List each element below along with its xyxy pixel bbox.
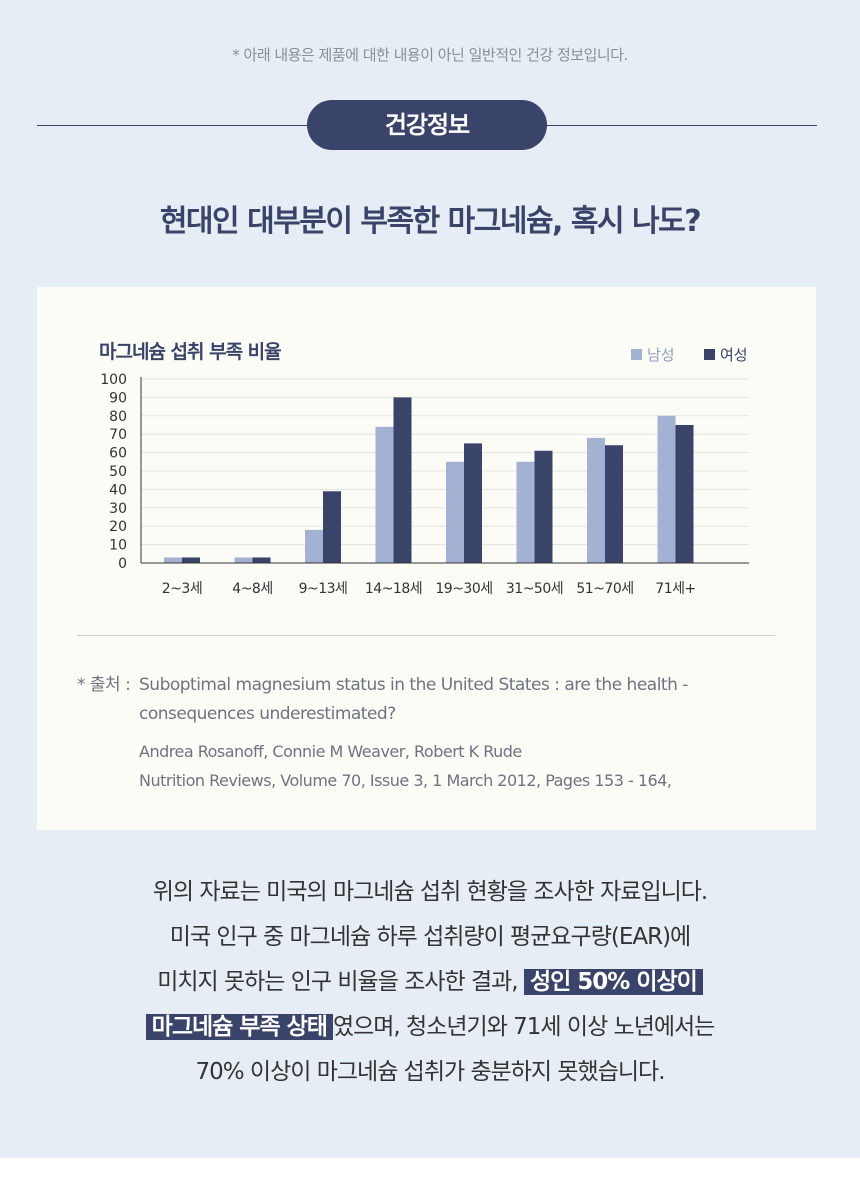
y-tick-label: 20	[109, 519, 127, 535]
y-tick-label: 100	[100, 372, 127, 388]
bar-female	[675, 425, 694, 563]
x-tick-label: 14~18세	[365, 581, 422, 597]
legend-label-male: 남성	[647, 346, 675, 364]
bar-male	[516, 461, 535, 563]
chart-card: 마그네슘 섭취 부족 비율 남성 여성 0 10 20 30 40 50 60 70 80 90 10…	[37, 287, 816, 830]
bar-male	[164, 557, 182, 563]
y-tick-label: 30	[109, 501, 127, 517]
y-tick-label: 0	[118, 556, 127, 572]
description-line-3-text: 미치지 못하는 인구 비율을 조사한 결과,	[157, 969, 518, 995]
section-badge: 건강정보	[307, 100, 547, 150]
x-tick-label: 19~30세	[435, 581, 492, 597]
bar-male	[446, 461, 464, 563]
description-line-4: 마그네슘 부족 상태 였으며, 청소년기와 71세 이상 노년에서는	[0, 1005, 860, 1050]
chart-gridlines	[141, 378, 749, 546]
x-tick-label: 31~50세	[506, 581, 563, 597]
y-tick-label: 90	[109, 390, 127, 406]
bar-female	[323, 491, 341, 563]
section-badge-row: 건강정보	[37, 100, 817, 150]
bar-female	[605, 445, 623, 563]
legend-label-female: 여성	[720, 346, 748, 364]
description-line-3: 미치지 못하는 인구 비율을 조사한 결과, 성인 50% 이상이	[0, 960, 860, 1005]
legend-swatch-male	[631, 349, 642, 360]
x-tick-label: 2~3세	[162, 581, 202, 597]
description-text: 위의 자료는 미국의 마그네슘 섭취 현황을 조사한 자료입니다. 미국 인구 …	[0, 870, 860, 1095]
chart-bars	[164, 397, 694, 563]
description-line-2: 미국 인구 중 마그네슘 하루 섭취량이 평균요구량(EAR)에	[169, 924, 691, 950]
x-tick-label: 71세+	[655, 581, 695, 597]
source-journal: Nutrition Reviews, Volume 70, Issue 3, 1…	[139, 771, 672, 790]
bar-male	[305, 529, 323, 563]
source-prefix: * 출처 :	[77, 675, 131, 695]
disclaimer-text: * 아래 내용은 제품에 대한 내용이 아닌 일반적인 건강 정보입니다.	[232, 46, 628, 64]
description-line-1: 위의 자료는 미국의 마그네슘 섭취 현황을 조사한 자료입니다.	[152, 879, 709, 905]
description-line-4-text: 였으며, 청소년기와 71세 이상 노년에서는	[332, 1014, 715, 1040]
card-divider	[77, 635, 775, 636]
bar-female	[252, 557, 271, 563]
y-tick-label: 10	[109, 538, 127, 554]
bottom-band	[0, 1158, 860, 1198]
chart-legend: 남성 여성	[631, 346, 748, 364]
highlight-adults-50: 성인 50% 이상이	[523, 969, 703, 995]
x-tick-label: 51~70세	[576, 581, 633, 597]
y-tick-label: 50	[109, 464, 127, 480]
chart-title: 마그네슘 섭취 부족 비율	[99, 341, 281, 363]
y-tick-label: 60	[109, 446, 127, 462]
page-headline: 현대인 대부분이 부족한 마그네슘, 혹시 나도?	[159, 204, 702, 239]
bar-female	[534, 450, 553, 563]
bar-male	[587, 437, 605, 563]
source-authors: Andrea Rosanoff, Connie M Weaver, Robert…	[139, 742, 522, 761]
legend-swatch-female	[704, 349, 715, 360]
y-axis: 0 10 20 30 40 50 60 70 80 90 100	[100, 372, 142, 572]
bar-female	[464, 443, 482, 563]
bar-male	[657, 415, 676, 563]
source-title: Suboptimal magnesium status in the Unite…	[139, 675, 688, 724]
bar-male	[375, 426, 394, 563]
y-tick-label: 70	[109, 427, 127, 443]
bar-male	[234, 557, 253, 563]
bar-chart: 마그네슘 섭취 부족 비율 남성 여성 0 10 20 30 40 50 60 70 80 90 10…	[99, 341, 749, 597]
y-tick-label: 40	[109, 482, 127, 498]
highlight-deficiency: 마그네슘 부족 상태	[145, 1014, 333, 1040]
y-tick-label: 80	[109, 409, 127, 425]
bar-female	[393, 397, 412, 563]
bar-female	[182, 557, 200, 563]
x-tick-label: 9~13세	[299, 581, 348, 597]
x-axis: 2~3세 4~8세 9~13세 14~18세 19~30세 31~50세 51~70세 71세…	[141, 562, 749, 597]
description-line-5: 70% 이상이 마그네슘 섭취가 충분하지 못했습니다.	[195, 1059, 665, 1085]
x-tick-label: 4~8세	[232, 581, 272, 597]
